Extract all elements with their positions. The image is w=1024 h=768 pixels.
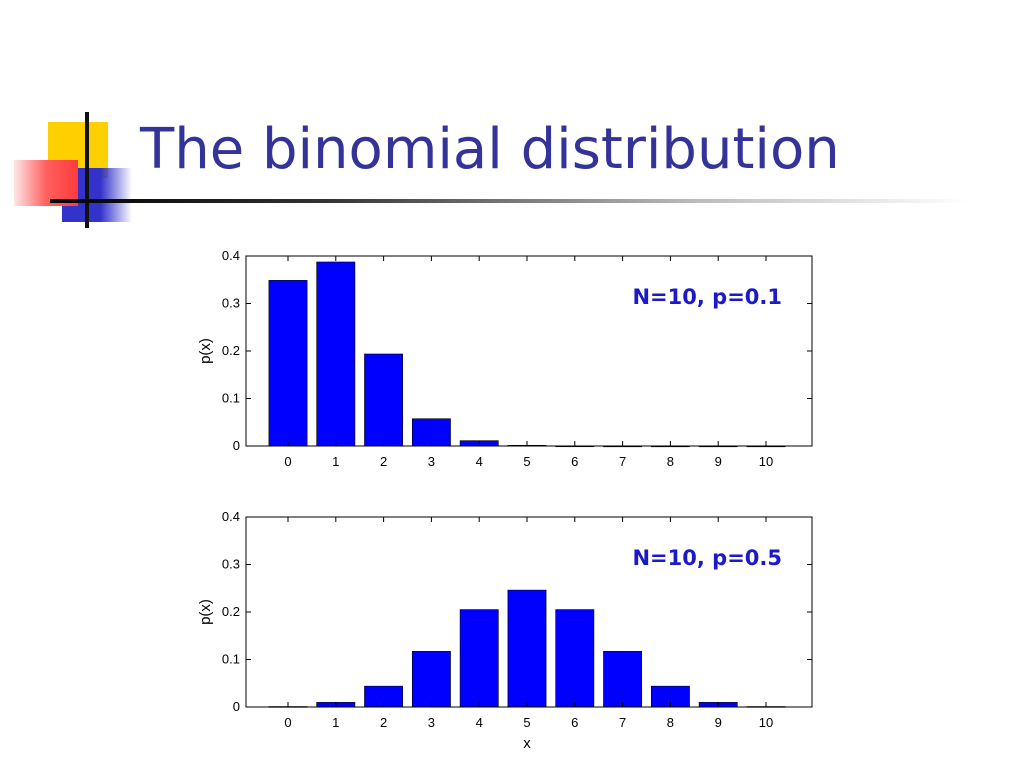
deco-vertical-line xyxy=(85,112,89,228)
x-tick-label: 7 xyxy=(619,454,626,469)
x-tick-label: 1 xyxy=(332,454,339,469)
bar xyxy=(364,353,404,447)
y-tick-label: 0.4 xyxy=(222,509,240,524)
x-tick-label: 3 xyxy=(428,454,435,469)
bar xyxy=(507,589,547,708)
x-tick-label: 4 xyxy=(476,454,483,469)
x-tick-label: 0 xyxy=(284,454,291,469)
chart-1: 0 0.1 0.2 0.3 0.4 0 1 2 3 4 5 6 7 8 9 10 p(x) N=10, p=0.1 xyxy=(197,248,813,469)
bar xyxy=(555,609,595,708)
x-tick-label: 6 xyxy=(571,454,578,469)
y-tick-label: 0.3 xyxy=(222,557,240,572)
x-tick-label: 7 xyxy=(619,715,626,730)
x-tick-label: 2 xyxy=(380,715,387,730)
x-tick-label: 4 xyxy=(476,715,483,730)
x-tick-label: 5 xyxy=(523,454,530,469)
y-tick-label: 0.4 xyxy=(222,248,240,263)
y-tick-label: 0.1 xyxy=(222,652,240,667)
bar xyxy=(459,609,499,708)
bar xyxy=(603,651,643,708)
bar xyxy=(268,280,308,447)
bar xyxy=(411,651,451,708)
y-tick-label: 0.3 xyxy=(222,296,240,311)
x-tick-label: 3 xyxy=(428,715,435,730)
y-axis-label: p(x) xyxy=(197,599,214,625)
chart-annotation: N=10, p=0.5 xyxy=(632,546,782,570)
deco-red-square xyxy=(14,160,78,206)
y-tick-label: 0.2 xyxy=(222,343,240,358)
y-axis-label: p(x) xyxy=(197,338,214,364)
chart-2: 0 0.1 0.2 0.3 0.4 0 1 2 3 4 5 6 7 8 9 10 p(x) x N=10, p=0.… xyxy=(197,509,813,752)
x-tick-label: 0 xyxy=(284,715,291,730)
x-tick-label: 1 xyxy=(332,715,339,730)
x-tick-label: 8 xyxy=(667,715,674,730)
x-tick-label: 5 xyxy=(523,715,530,730)
x-tick-label: 2 xyxy=(380,454,387,469)
x-tick-label: 9 xyxy=(715,454,722,469)
title-underline xyxy=(50,199,970,203)
x-tick-label: 10 xyxy=(759,454,773,469)
x-tick-label: 9 xyxy=(715,715,722,730)
x-tick-label: 10 xyxy=(759,715,773,730)
bar xyxy=(316,261,356,447)
y-tick-label: 0 xyxy=(233,438,240,453)
y-tick-label: 0.2 xyxy=(222,604,240,619)
y-tick-label: 0.1 xyxy=(222,391,240,406)
x-axis-label: x xyxy=(523,735,531,752)
slide-title: The binomial distribution xyxy=(140,117,840,182)
chart-annotation: N=10, p=0.1 xyxy=(632,285,782,309)
y-tick-label: 0 xyxy=(233,699,240,714)
x-tick-label: 6 xyxy=(571,715,578,730)
x-tick-label: 8 xyxy=(667,454,674,469)
